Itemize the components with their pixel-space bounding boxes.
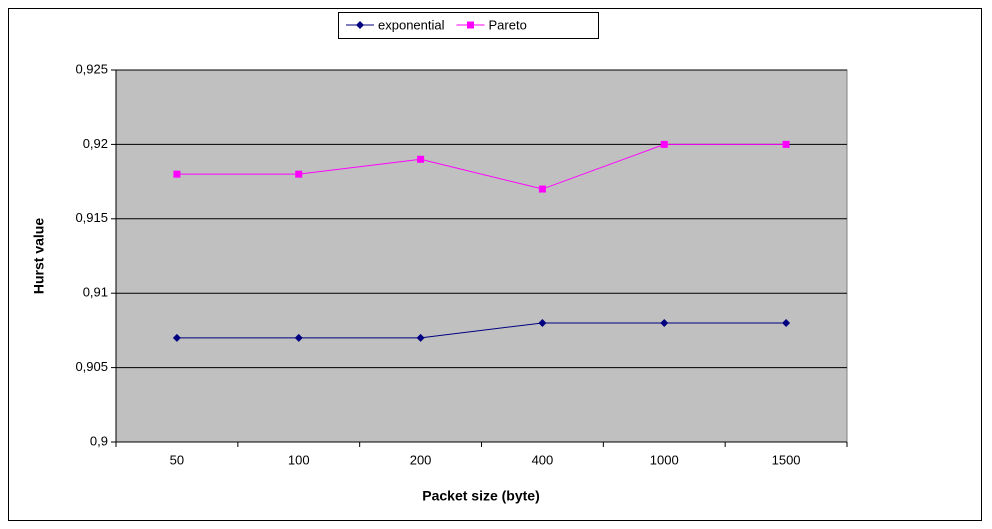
x-tick-label: 200 [410,452,432,467]
x-tick-label: 1500 [772,452,801,467]
y-tick-label: 0,905 [75,359,108,374]
marker [295,170,303,178]
marker [782,140,790,148]
marker [660,318,669,327]
y-tick-label: 0,91 [83,285,108,300]
x-axis-title: Packet size (byte) [422,488,540,504]
marker [538,185,546,193]
x-tick-label: 50 [170,452,184,467]
marker [467,21,474,29]
marker [294,333,303,342]
marker [417,155,425,163]
marker [356,21,364,29]
y-axis-title: Hurst value [31,218,47,294]
plot-area [115,69,848,443]
legend-label: exponential [378,17,445,32]
series-line [176,322,787,339]
marker [172,333,181,342]
marker [782,318,791,327]
x-tick-label: 400 [532,452,554,467]
series-line [176,143,787,190]
y-tick-label: 0,9 [90,433,108,448]
y-tick-label: 0,92 [83,136,108,151]
marker [538,318,547,327]
marker [173,170,181,178]
x-tick-label: 1000 [650,452,679,467]
y-tick-label: 0,925 [75,61,108,76]
x-tick-label: 100 [288,452,310,467]
y-tick-label: 0,915 [75,210,108,225]
legend-label: Pareto [489,17,527,32]
marker [416,333,425,342]
marker [660,140,668,148]
